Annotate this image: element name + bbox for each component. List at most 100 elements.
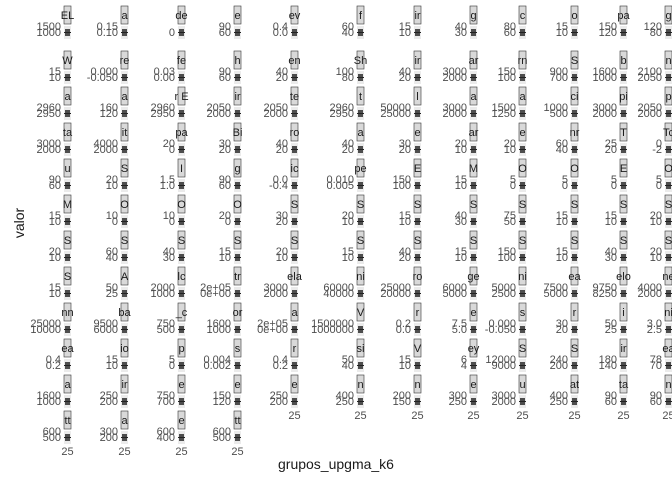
strip-label: S [620, 235, 627, 247]
y-tick-label: 8250 [593, 288, 617, 300]
strip-label: S [234, 235, 241, 247]
strip-box [233, 50, 242, 70]
y-tick-label: 3000 [37, 138, 61, 150]
strip-box [469, 158, 478, 178]
strip-label: a [121, 415, 128, 427]
y-tick-label: 10 [49, 288, 61, 300]
strip-box [664, 194, 672, 214]
y-tick-label: 150 [393, 174, 411, 186]
strip-box [177, 158, 186, 178]
strip-box [233, 338, 242, 358]
y-tick-label: 40 [342, 138, 354, 150]
y-tick-label: 1.0 [160, 180, 175, 192]
y-tick-label: 20 [219, 210, 231, 222]
y-tick-label: 15 [605, 210, 617, 222]
strip-box [177, 86, 186, 106]
strip-label: pa [175, 127, 188, 139]
strip-label: at [570, 379, 579, 391]
strip-label: S [414, 235, 421, 247]
strip-label: f [359, 10, 363, 22]
strip-box [177, 302, 186, 322]
strip-label: S [620, 199, 627, 211]
y-tick-label: 40 [455, 21, 467, 33]
strip-box [570, 266, 579, 286]
x-tick-label: 25 [411, 410, 423, 422]
strip-box [570, 86, 579, 106]
strip-box [570, 158, 579, 178]
strip-box [619, 374, 628, 394]
strip-box [120, 374, 129, 394]
strip-box [290, 194, 299, 214]
strip-box [469, 86, 478, 106]
strip-label: ea [61, 343, 74, 355]
strip-label: p [178, 343, 184, 355]
y-tick-label: 500 [213, 432, 231, 444]
strip-label: or [233, 307, 243, 319]
strip-box [413, 374, 422, 394]
strip-box [63, 86, 72, 106]
y-tick-label: 250 [336, 396, 354, 408]
strip-box [619, 302, 628, 322]
strip-box [63, 122, 72, 142]
y-tick-label: 60 [342, 21, 354, 33]
strip-box [233, 302, 242, 322]
y-tick-label: 50 [504, 216, 516, 228]
strip-box [177, 338, 186, 358]
strip-box [356, 5, 365, 25]
y-tick-label: 0.000 [488, 318, 516, 330]
strip-box [63, 5, 72, 25]
y-tick-label: 0 [112, 216, 118, 228]
y-tick-label: 0 [169, 27, 175, 39]
y-tick-label: 300 [100, 426, 118, 438]
strip-label: ir [620, 343, 626, 355]
strip-label: ne [662, 271, 672, 283]
strip-label: ar [469, 55, 479, 67]
strip-label: r [293, 343, 297, 355]
strip-label: ev [289, 10, 301, 22]
strip-box [664, 266, 672, 286]
strip-label: ro [290, 127, 300, 139]
y-tick-label: 200 [100, 432, 118, 444]
strip-box [120, 266, 129, 286]
x-tick-label: 25 [354, 410, 366, 422]
strip-label: it [122, 127, 128, 139]
strip-label: e [519, 127, 525, 139]
y-tick-label: 2000 [264, 288, 288, 300]
strip-box [518, 158, 527, 178]
strip-label: n [665, 379, 671, 391]
strip-label: S [571, 55, 578, 67]
y-tick-label: 40 [399, 246, 411, 258]
y-tick-label: 15 [556, 210, 568, 222]
strip-box [356, 122, 365, 142]
y-tick-label: 50 [342, 354, 354, 366]
y-tick-label: 40 [163, 246, 175, 258]
y-tick-label: 700 [550, 72, 568, 84]
y-tick-label: 75 [504, 210, 516, 222]
strip-label: n [357, 379, 363, 391]
strip-label: S [519, 235, 526, 247]
y-tick-label: 30 [556, 318, 568, 330]
y-tick-label: 10 [163, 210, 175, 222]
y-tick-label: 0.004 [203, 354, 231, 366]
y-tick-label: 750 [157, 318, 175, 330]
y-tick-label: 120 [213, 396, 231, 408]
x-tick-label: 25 [617, 410, 629, 422]
strip-label: a [291, 307, 298, 319]
strip-label: V [414, 343, 422, 355]
strip-label: i [622, 307, 624, 319]
y-tick-label: 0.005 [326, 180, 354, 192]
strip-label: ci [571, 91, 579, 103]
strip-box [619, 122, 628, 142]
y-tick-label: 500 [43, 432, 61, 444]
strip-label: V [357, 307, 365, 319]
y-tick-label: 0.2 [46, 360, 61, 372]
strip-box [619, 338, 628, 358]
y-tick-label: 15 [556, 21, 568, 33]
strip-label: n [665, 55, 671, 67]
strip-label: s [520, 307, 526, 319]
y-tick-label: 100 [498, 252, 516, 264]
strip-box [570, 374, 579, 394]
y-tick-label: 30 [455, 27, 467, 39]
strip-box [413, 86, 422, 106]
strip-label: W [62, 55, 73, 67]
